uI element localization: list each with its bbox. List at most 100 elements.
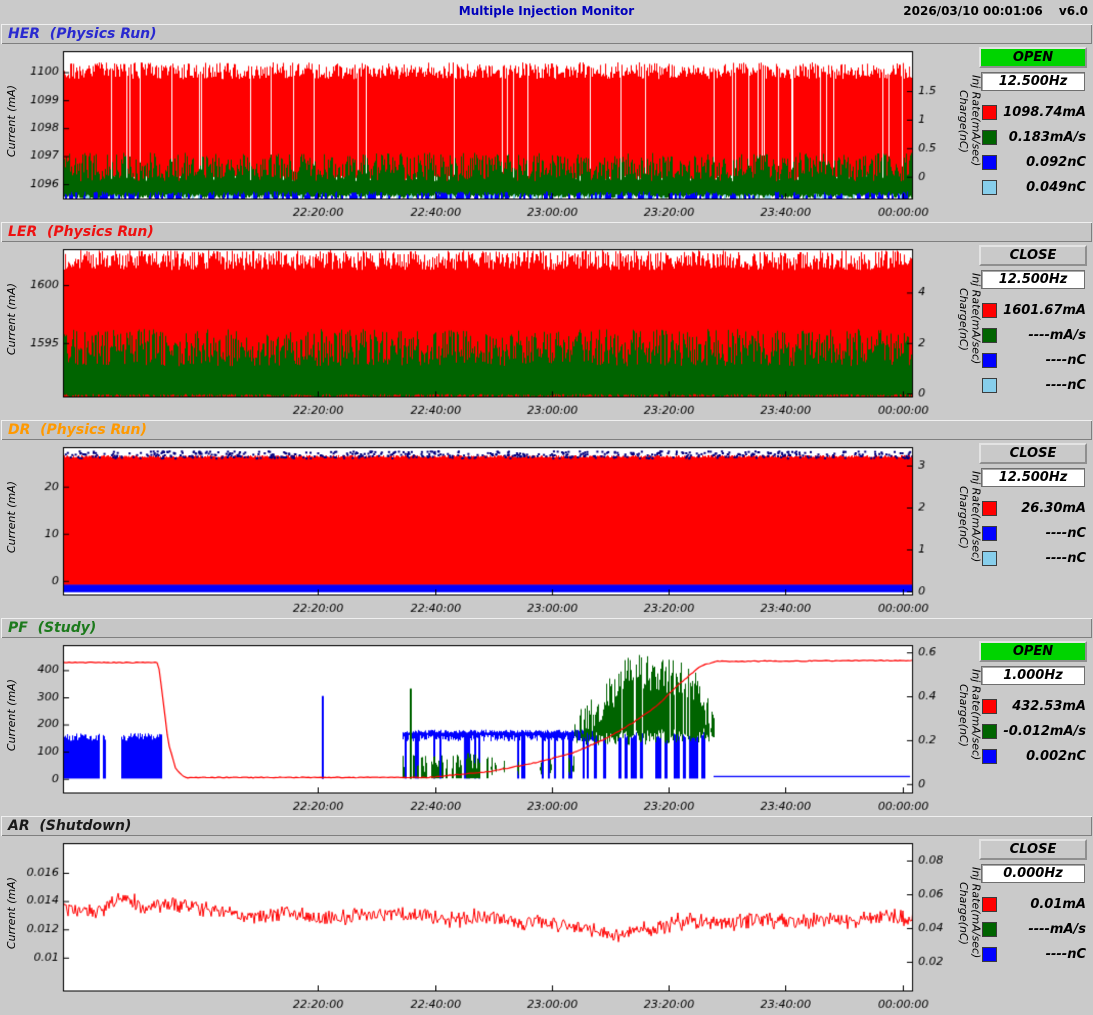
- legend-color-swatch: [982, 130, 997, 145]
- legend-value: 1601.67mA: [997, 303, 1086, 318]
- panel-body: Current (mA) Charge(nC) Inj Rate(mA/sec)…: [0, 836, 1093, 1014]
- injection-frequency-readout: 12.500Hz: [981, 72, 1085, 91]
- status-panel: OPEN 12.500Hz 1098.74mA 0.183mA/s 0.092n…: [973, 46, 1093, 222]
- legend-value: 0.183mA/s: [997, 130, 1086, 145]
- left-axis-label: Current (mA): [0, 442, 22, 592]
- status-panel: CLOSE 12.500Hz 26.30mA ----nC ----nC: [973, 442, 1093, 618]
- panel-title: AR (Shutdown): [8, 818, 131, 834]
- chart-zone: Current (mA) Charge(nC) Inj Rate(mA/sec): [0, 244, 973, 420]
- legend-color-swatch: [982, 353, 997, 368]
- status-panel: OPEN 1.000Hz 432.53mA -0.012mA/s 0.002nC: [973, 640, 1093, 816]
- legend-color-swatch: [982, 749, 997, 764]
- current-axis-label-text: Current (mA): [5, 85, 18, 157]
- charge-axis-label-text: Charge(nC): [956, 90, 969, 153]
- legend: 432.53mA -0.012mA/s 0.002nC: [973, 692, 1093, 769]
- panel-title-bar: LER (Physics Run): [1, 222, 1092, 242]
- status-button-ar[interactable]: CLOSE: [979, 839, 1087, 860]
- legend-color-swatch: [982, 922, 997, 937]
- header: Multiple Injection Monitor 2026/03/10 00…: [0, 0, 1093, 24]
- status-button-her[interactable]: OPEN: [979, 47, 1087, 68]
- legend-row: 0.049nC: [982, 175, 1086, 200]
- left-axis-label: Current (mA): [0, 244, 22, 394]
- legend-row: ----nC: [982, 348, 1086, 373]
- status-panel: CLOSE 12.500Hz 1601.67mA ----mA/s ----nC…: [973, 244, 1093, 420]
- status-button-ler[interactable]: CLOSE: [979, 245, 1087, 266]
- legend-color-swatch: [982, 947, 997, 962]
- panel-title: PF (Study): [8, 620, 96, 636]
- panel-her: HER (Physics Run) Current (mA) Charge(nC…: [0, 24, 1093, 222]
- legend-row: 26.30mA: [982, 496, 1086, 521]
- charge-axis-label-text: Charge(nC): [956, 486, 969, 549]
- panel-ar: AR (Shutdown) Current (mA) Charge(nC) In…: [0, 816, 1093, 1014]
- legend-row: ----nC: [982, 521, 1086, 546]
- legend: 0.01mA ----mA/s ----nC: [973, 890, 1093, 967]
- panel-body: Current (mA) Charge(nC) Inj Rate(mA/sec)…: [0, 638, 1093, 816]
- status-panel: CLOSE 0.000Hz 0.01mA ----mA/s ----nC: [973, 838, 1093, 1014]
- legend-row: ----nC: [982, 546, 1086, 571]
- legend-color-swatch: [982, 724, 997, 739]
- legend-value: -0.012mA/s: [997, 724, 1086, 739]
- panel-body: Current (mA) Charge(nC) Inj Rate(mA/sec)…: [0, 440, 1093, 618]
- injection-frequency-readout: 12.500Hz: [981, 468, 1085, 487]
- legend-color-swatch: [982, 699, 997, 714]
- legend: 1098.74mA 0.183mA/s 0.092nC 0.049nC: [973, 98, 1093, 200]
- panel-title-bar: AR (Shutdown): [1, 816, 1092, 836]
- panel-dr: DR (Physics Run) Current (mA) Charge(nC)…: [0, 420, 1093, 618]
- legend-value: 0.049nC: [997, 180, 1086, 195]
- panels-container: HER (Physics Run) Current (mA) Charge(nC…: [0, 24, 1093, 1014]
- legend-color-swatch: [982, 551, 997, 566]
- legend-row: 0.092nC: [982, 150, 1086, 175]
- legend-value: 1098.74mA: [997, 105, 1086, 120]
- charge-axis-label-text: Charge(nC): [956, 684, 969, 747]
- charge-axis-label-text: Charge(nC): [956, 882, 969, 945]
- legend-color-swatch: [982, 378, 997, 393]
- legend-value: 432.53mA: [997, 699, 1086, 714]
- panel-ler: LER (Physics Run) Current (mA) Charge(nC…: [0, 222, 1093, 420]
- injection-frequency-readout: 0.000Hz: [981, 864, 1085, 883]
- legend-value: ----nC: [997, 551, 1086, 566]
- panel-body: Current (mA) Charge(nC) Inj Rate(mA/sec)…: [0, 242, 1093, 420]
- legend-color-swatch: [982, 180, 997, 195]
- chart-zone: Current (mA) Charge(nC) Inj Rate(mA/sec): [0, 838, 973, 1014]
- legend-color-swatch: [982, 897, 997, 912]
- legend-value: ----nC: [997, 526, 1086, 541]
- panel-title: HER (Physics Run): [8, 26, 157, 42]
- legend-value: 26.30mA: [997, 501, 1086, 516]
- current-axis-label-text: Current (mA): [5, 877, 18, 949]
- status-button-pf[interactable]: OPEN: [979, 641, 1087, 662]
- chart-zone: Current (mA) Charge(nC) Inj Rate(mA/sec): [0, 46, 973, 222]
- chart-pf: [22, 640, 956, 816]
- legend-row: 432.53mA: [982, 694, 1086, 719]
- legend-row: 0.01mA: [982, 892, 1086, 917]
- chart-ar: [22, 838, 956, 1014]
- injection-frequency-readout: 1.000Hz: [981, 666, 1085, 685]
- current-axis-label-text: Current (mA): [5, 481, 18, 553]
- header-clock: 2026/03/10 00:01:06 v6.0: [903, 4, 1088, 18]
- legend: 1601.67mA ----mA/s ----nC ----nC: [973, 296, 1093, 398]
- legend-value: ----mA/s: [997, 922, 1086, 937]
- datetime-text: 2026/03/10 00:01:06: [903, 4, 1042, 18]
- legend-row: 1601.67mA: [982, 298, 1086, 323]
- current-axis-label-text: Current (mA): [5, 283, 18, 355]
- legend-value: 0.002nC: [997, 749, 1086, 764]
- version-text: v6.0: [1059, 4, 1088, 18]
- left-axis-label: Current (mA): [0, 838, 22, 988]
- left-axis-label: Current (mA): [0, 46, 22, 196]
- legend-row: 1098.74mA: [982, 100, 1086, 125]
- legend-row: 0.183mA/s: [982, 125, 1086, 150]
- injection-frequency-readout: 12.500Hz: [981, 270, 1085, 289]
- chart-her: [22, 46, 956, 222]
- panel-title: LER (Physics Run): [8, 224, 154, 240]
- chart-zone: Current (mA) Charge(nC) Inj Rate(mA/sec): [0, 442, 973, 618]
- current-axis-label-text: Current (mA): [5, 679, 18, 751]
- legend-value: ----mA/s: [997, 328, 1086, 343]
- legend-value: 0.092nC: [997, 155, 1086, 170]
- panel-title-bar: PF (Study): [1, 618, 1092, 638]
- legend-row: ----mA/s: [982, 917, 1086, 942]
- legend-color-swatch: [982, 105, 997, 120]
- legend-row: 0.002nC: [982, 744, 1086, 769]
- status-button-dr[interactable]: CLOSE: [979, 443, 1087, 464]
- legend-color-swatch: [982, 155, 997, 170]
- legend-value: 0.01mA: [997, 897, 1086, 912]
- legend-row: -0.012mA/s: [982, 719, 1086, 744]
